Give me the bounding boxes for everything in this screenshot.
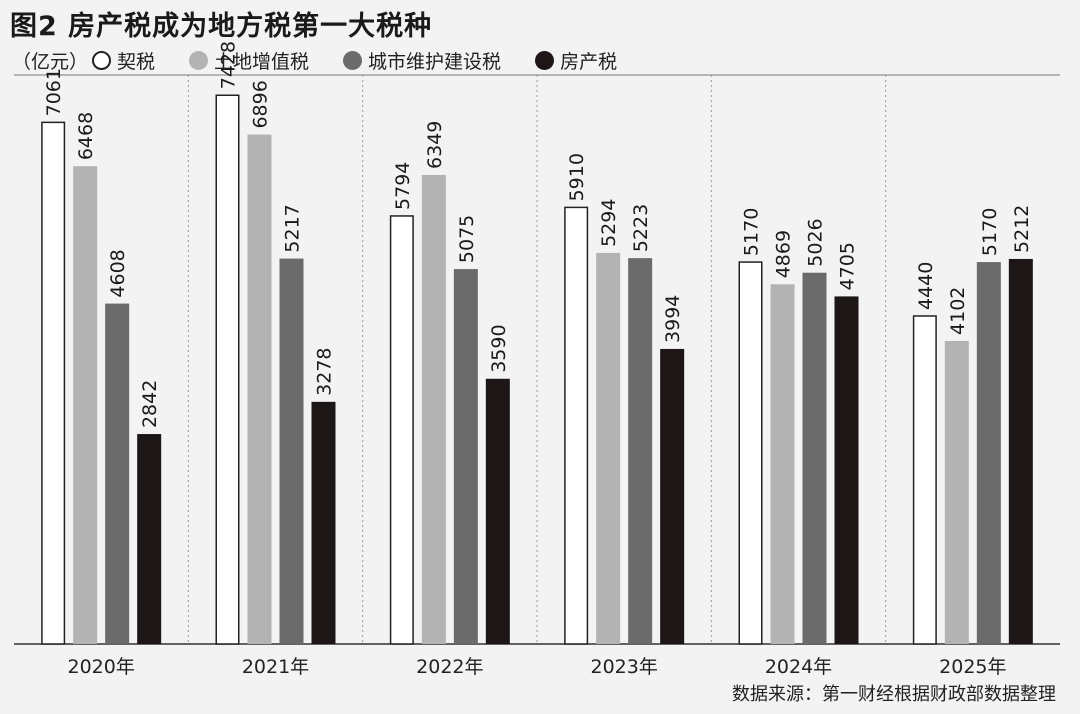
source-note: 数据来源：第一财经根据财政部数据整理: [732, 684, 1056, 705]
legend-label: 契税: [117, 50, 156, 73]
data-label: 2842: [139, 380, 161, 428]
legend-item-fangchan: 房产税: [535, 47, 617, 74]
data-label: 4705: [837, 242, 859, 290]
legend-swatch-icon: [535, 50, 555, 70]
data-label: 5223: [630, 204, 652, 252]
legend: （亿元） 契税 土地增值税 城市维护建设税 房产税: [12, 46, 651, 74]
data-label: 5026: [805, 218, 827, 266]
bar: [421, 174, 446, 644]
data-label: 4869: [773, 230, 795, 278]
data-label: 3278: [314, 347, 336, 395]
data-label: 6349: [424, 121, 446, 169]
data-label: 3590: [488, 324, 510, 372]
unit-label: （亿元）: [12, 50, 89, 73]
data-label: 3994: [662, 295, 684, 343]
bar: [596, 252, 621, 644]
data-label: 5075: [456, 215, 478, 263]
legend-label: 城市维护建设税: [368, 50, 502, 73]
x-tick-label: 2020年: [67, 656, 134, 678]
data-label: 7428: [218, 41, 240, 89]
bar: [660, 348, 685, 644]
bar: [73, 166, 98, 644]
data-label: 5170: [741, 208, 763, 256]
legend-item-tudi: 土地增值税: [189, 47, 309, 74]
bar: [453, 269, 478, 644]
data-label: 5794: [392, 162, 414, 210]
bar: [215, 94, 240, 645]
data-label: 4102: [947, 287, 969, 335]
bar: [564, 206, 589, 645]
bar: [137, 434, 162, 644]
data-label: 5217: [282, 204, 304, 252]
x-tick-label: 2021年: [242, 656, 309, 678]
bar: [247, 134, 272, 645]
legend-swatch-icon: [343, 50, 363, 70]
data-label: 5910: [566, 153, 588, 201]
data-label: 4608: [107, 249, 129, 297]
x-tick-label: 2022年: [416, 656, 483, 678]
legend-item-chengshi: 城市维护建设税: [343, 47, 501, 74]
legend-label: 土地增值税: [214, 50, 310, 73]
bar: [802, 272, 827, 644]
data-label: 5212: [1011, 205, 1033, 253]
bar: [389, 215, 414, 645]
data-label: 5294: [598, 199, 620, 247]
bar: [976, 262, 1001, 644]
chart-title: 图2 房产税成为地方税第一大税种: [10, 11, 433, 42]
bar: [41, 121, 66, 645]
bar: [834, 296, 859, 644]
legend-label: 房产税: [560, 50, 618, 73]
x-tick-label: 2024年: [765, 656, 832, 678]
data-label: 6896: [250, 80, 272, 128]
data-label: 6468: [75, 112, 97, 160]
bar: [738, 261, 763, 645]
bar: [485, 378, 510, 644]
bar: [105, 303, 130, 644]
bar: [279, 258, 304, 644]
x-tick-label: 2023年: [590, 656, 657, 678]
x-tick-label: 2025年: [939, 656, 1006, 678]
data-label: 5170: [979, 208, 1001, 256]
bar: [912, 315, 937, 645]
bar: [770, 284, 795, 644]
legend-swatch-icon: [189, 50, 209, 70]
data-label: 4440: [915, 262, 937, 310]
bar: [628, 258, 653, 644]
bar: [311, 401, 336, 644]
bar: [944, 340, 969, 644]
legend-item-qishui: 契税: [92, 47, 155, 74]
legend-swatch-icon: [92, 50, 112, 70]
data-label: 7061: [43, 68, 65, 116]
bar: [1008, 258, 1033, 644]
